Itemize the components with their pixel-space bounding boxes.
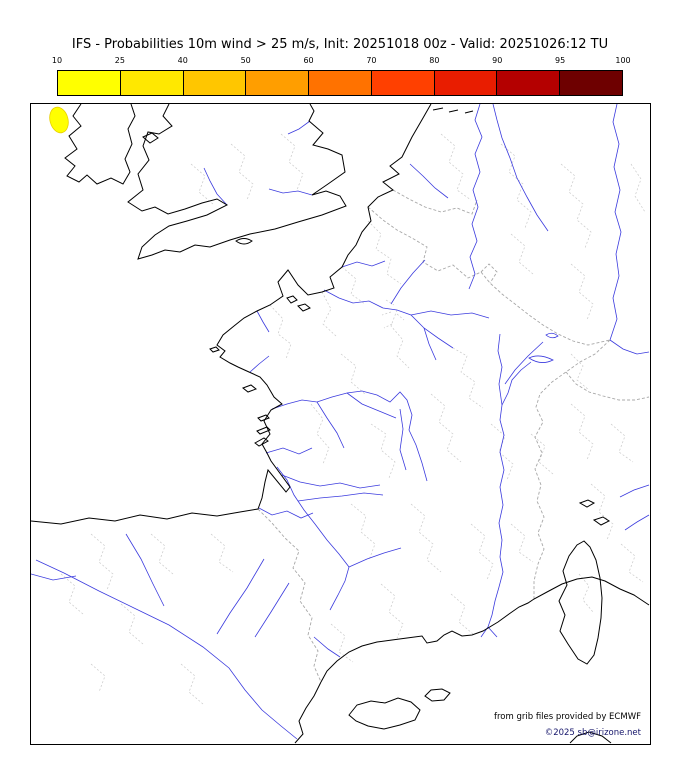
border-france-belgium-germany xyxy=(367,206,611,346)
corsica-coastline xyxy=(558,540,603,665)
scale-tick-label: 25 xyxy=(114,56,125,65)
border-france-spain xyxy=(257,508,322,683)
attribution-copyright: ©2025 sb@irizone.net xyxy=(544,728,641,738)
scale-tick-label: 80 xyxy=(429,56,440,65)
lake-geneva xyxy=(528,355,554,363)
river-layer xyxy=(31,104,650,740)
scale-tick-label: 60 xyxy=(303,56,314,65)
attribution-source: from grib files provided by ECMWF xyxy=(494,712,641,722)
map-title: IFS - Probabilities 10m wind > 25 m/s, I… xyxy=(71,37,609,52)
map-canvas: from grib files provided by ECMWF ©2025 … xyxy=(30,103,651,745)
great-britain-coastline xyxy=(127,104,347,260)
scale-segment xyxy=(308,71,371,95)
mallorca-coastline xyxy=(348,697,421,730)
scale-segment xyxy=(496,71,560,95)
scale-tick-label: 70 xyxy=(366,56,377,65)
scale-segment xyxy=(182,71,246,95)
border-switzerland-italy xyxy=(565,371,650,401)
belle-ile-coastline xyxy=(242,384,257,393)
border-luxembourg xyxy=(480,263,498,284)
isle-of-wight-coastline xyxy=(235,238,253,245)
noirmoutier-coastline xyxy=(257,414,270,422)
coastline-layer xyxy=(31,104,650,744)
scale-tick-label: 100 xyxy=(615,56,631,65)
menorca-coastline xyxy=(424,688,451,702)
scale-segment xyxy=(559,71,623,95)
sardinia-coastline xyxy=(569,731,612,744)
ile-de-re-coastline xyxy=(256,426,271,435)
channel-islands-coastline xyxy=(286,295,311,312)
scale-tick-label: 95 xyxy=(555,56,566,65)
wadden-islets-coastline xyxy=(432,107,474,114)
scale-segment xyxy=(433,71,497,95)
scale-tick-label: 90 xyxy=(492,56,503,65)
scale-tick-label: 10 xyxy=(51,56,63,65)
admin-boundary-layer xyxy=(60,133,646,705)
scale-tick-label: 50 xyxy=(240,56,251,65)
continental-atlantic-coastline xyxy=(31,104,432,525)
probability-contour-layer xyxy=(49,106,69,134)
ouessant-coastline xyxy=(209,346,220,353)
scale-segment xyxy=(245,71,309,95)
ireland-coastline xyxy=(64,104,136,185)
scale-segment xyxy=(119,71,183,95)
border-france-switzerland-italy xyxy=(533,339,611,599)
spain-mediterranean-coastline xyxy=(294,681,322,744)
probability-contour xyxy=(49,106,69,134)
weather-map xyxy=(31,104,650,744)
oleron-coastline xyxy=(254,437,269,447)
scale-segment xyxy=(58,71,120,95)
border-belgium-netherlands xyxy=(392,189,478,215)
scale-tick-label: 40 xyxy=(177,56,188,65)
scale-segment xyxy=(370,71,434,95)
france-mediterranean-coastline xyxy=(320,576,650,683)
anglesey-coastline xyxy=(142,132,159,144)
lake-neuchatel xyxy=(545,332,559,339)
color-scale-ticks: 10 25 40 50 60 70 80 90 95 100 xyxy=(52,56,631,67)
country-border-layer xyxy=(257,189,650,683)
color-scale-bar xyxy=(57,70,623,96)
tuscan-islands-coastline xyxy=(578,499,610,526)
